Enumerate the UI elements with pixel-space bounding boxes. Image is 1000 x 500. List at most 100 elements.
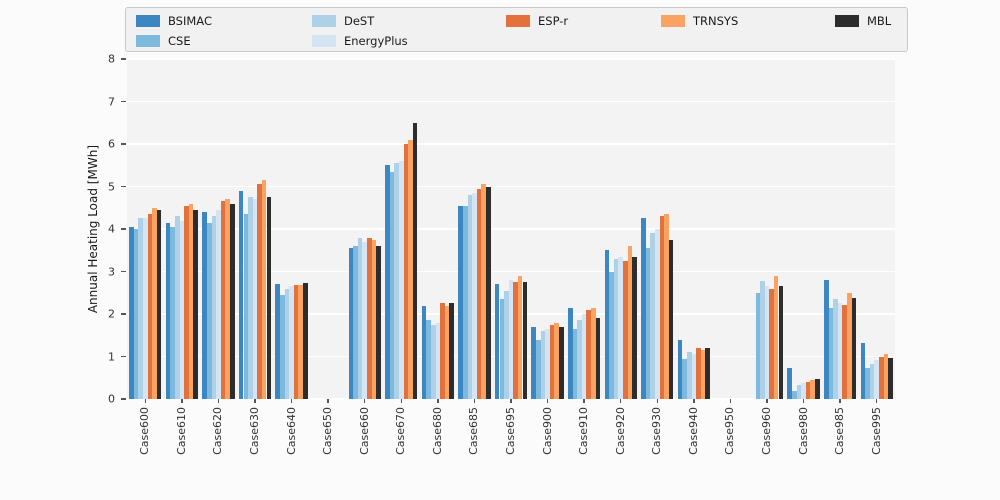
bar-CSE-Case995 <box>865 367 870 399</box>
bar-EnergyPlus-Case630 <box>252 199 258 399</box>
bar-BSIMAC-Case930 <box>641 218 646 399</box>
y-tick-mark <box>121 228 126 230</box>
x-tick-label-Case940: Case940 <box>686 407 700 455</box>
x-tick-mark <box>437 399 439 403</box>
bar-TRNSYS-Case930 <box>664 214 669 399</box>
bar-BSIMAC-Case995 <box>860 342 866 399</box>
x-tick-label-Case980: Case980 <box>796 407 810 455</box>
x-tick-mark <box>839 399 841 403</box>
bar-TRNSYS-Case610 <box>188 203 194 399</box>
bar-BSIMAC-Case600 <box>129 226 134 399</box>
bar-EnergyPlus-Case910 <box>581 314 587 399</box>
legend-label-BSIMAC: BSIMAC <box>168 14 212 28</box>
bar-BSIMAC-Case610 <box>165 222 171 399</box>
x-tick-mark <box>766 399 768 403</box>
bar-BSIMAC-Case910 <box>568 307 573 399</box>
bar-EnergyPlus-Case900 <box>545 328 550 399</box>
x-tick-label-Case995: Case995 <box>869 407 883 455</box>
bar-CSE-Case960 <box>755 292 761 399</box>
bar-TRNSYS-Case695 <box>517 275 523 399</box>
y-tick-mark <box>121 100 126 103</box>
bar-BSIMAC-Case900 <box>531 326 537 399</box>
bar-TRNSYS-Case620 <box>225 199 230 399</box>
bar-MBL-Case630 <box>266 197 272 399</box>
bar-DeST-Case910 <box>577 320 582 399</box>
bar-TRNSYS-Case985 <box>847 292 852 399</box>
x-tick-mark <box>693 399 695 403</box>
bar-MBL-Case680 <box>449 303 454 399</box>
bar-ESP-r-Case670 <box>403 144 409 399</box>
bar-BSIMAC-Case680 <box>421 305 427 399</box>
bar-MBL-Case930 <box>668 239 674 399</box>
bar-DeST-Case995 <box>869 363 875 399</box>
x-tick-mark <box>583 399 585 403</box>
bar-BSIMAC-Case620 <box>202 212 207 399</box>
bar-CSE-Case640 <box>280 294 285 399</box>
bar-DeST-Case960 <box>760 280 765 399</box>
legend-label-EnergyPlus: EnergyPlus <box>344 34 408 48</box>
y-tick-label: 7 <box>108 95 115 108</box>
bar-ESP-r-Case985 <box>842 304 848 399</box>
bar-MBL-Case985 <box>851 297 857 399</box>
x-tick-mark <box>510 399 512 403</box>
bar-CSE-Case685 <box>462 205 468 399</box>
y-tick-mark <box>121 313 126 315</box>
bar-TRNSYS-Case640 <box>298 285 304 399</box>
legend-label-MBL: MBL <box>867 14 892 28</box>
x-tick-label-Case670: Case670 <box>394 407 408 455</box>
x-tick-label-Case960: Case960 <box>760 407 773 455</box>
legend: BSIMAC CSE DeST EnergyPlus ESP-r TRNSYS MBL <box>125 7 908 52</box>
bar-CSE-Case680 <box>426 320 431 399</box>
y-tick-mark <box>121 143 126 145</box>
x-tick-label-Case685: Case685 <box>467 407 481 455</box>
legend-swatch-TRNSYS <box>661 15 685 27</box>
bar-MBL-Case695 <box>522 281 528 399</box>
legend-swatch-CSE <box>136 35 160 47</box>
bar-CSE-Case620 <box>206 222 212 399</box>
bar-DeST-Case930 <box>650 233 655 399</box>
bar-EnergyPlus-Case920 <box>618 256 623 399</box>
legend-label-CSE: CSE <box>168 34 191 48</box>
x-tick-mark <box>656 399 658 403</box>
bar-TRNSYS-Case680 <box>444 305 450 399</box>
bar-ESP-r-Case640 <box>293 285 299 399</box>
bar-EnergyPlus-Case930 <box>654 229 660 399</box>
x-tick-label-Case910: Case910 <box>577 407 591 455</box>
bar-EnergyPlus-Case985 <box>837 303 843 399</box>
bar-CSE-Case660 <box>353 246 358 399</box>
bar-EnergyPlus-Case940 <box>691 354 697 399</box>
bar-MBL-Case900 <box>559 326 564 399</box>
bar-TRNSYS-Case600 <box>152 207 157 399</box>
bar-ESP-r-Case930 <box>659 216 665 399</box>
bar-TRNSYS-Case910 <box>591 307 596 399</box>
x-tick-label-Case930: Case930 <box>650 407 664 455</box>
legend-label-ESP-r: ESP-r <box>538 14 569 28</box>
y-tick-label: 6 <box>108 137 115 151</box>
bar-EnergyPlus-Case660 <box>362 241 367 399</box>
bar-TRNSYS-Case630 <box>261 180 267 399</box>
bar-EnergyPlus-Case685 <box>472 192 477 399</box>
bar-CSE-Case980 <box>792 390 797 399</box>
bar-MBL-Case960 <box>778 286 784 399</box>
bar-DeST-Case640 <box>284 288 290 399</box>
x-tick-mark <box>144 399 146 403</box>
bar-DeST-Case660 <box>357 237 363 399</box>
bar-ESP-r-Case920 <box>623 260 628 399</box>
x-tick-mark <box>400 399 402 403</box>
bar-ESP-r-Case960 <box>769 288 774 399</box>
y-tick-label: 5 <box>108 180 115 193</box>
bar-DeST-Case980 <box>796 384 802 399</box>
bar-DeST-Case610 <box>174 216 180 399</box>
x-tick-label-Case630: Case630 <box>248 407 261 455</box>
y-tick-mark <box>121 398 126 400</box>
gridline <box>127 185 895 188</box>
x-tick-label-Case640: Case640 <box>284 407 298 455</box>
x-tick-mark <box>290 399 293 403</box>
bar-EnergyPlus-Case995 <box>874 359 879 399</box>
bar-ESP-r-Case660 <box>367 237 372 399</box>
bar-EnergyPlus-Case600 <box>142 218 148 399</box>
legend-swatch-DeST <box>312 15 336 27</box>
bar-MBL-Case910 <box>595 318 601 399</box>
bar-DeST-Case900 <box>540 331 546 399</box>
bar-TRNSYS-Case660 <box>371 239 377 399</box>
